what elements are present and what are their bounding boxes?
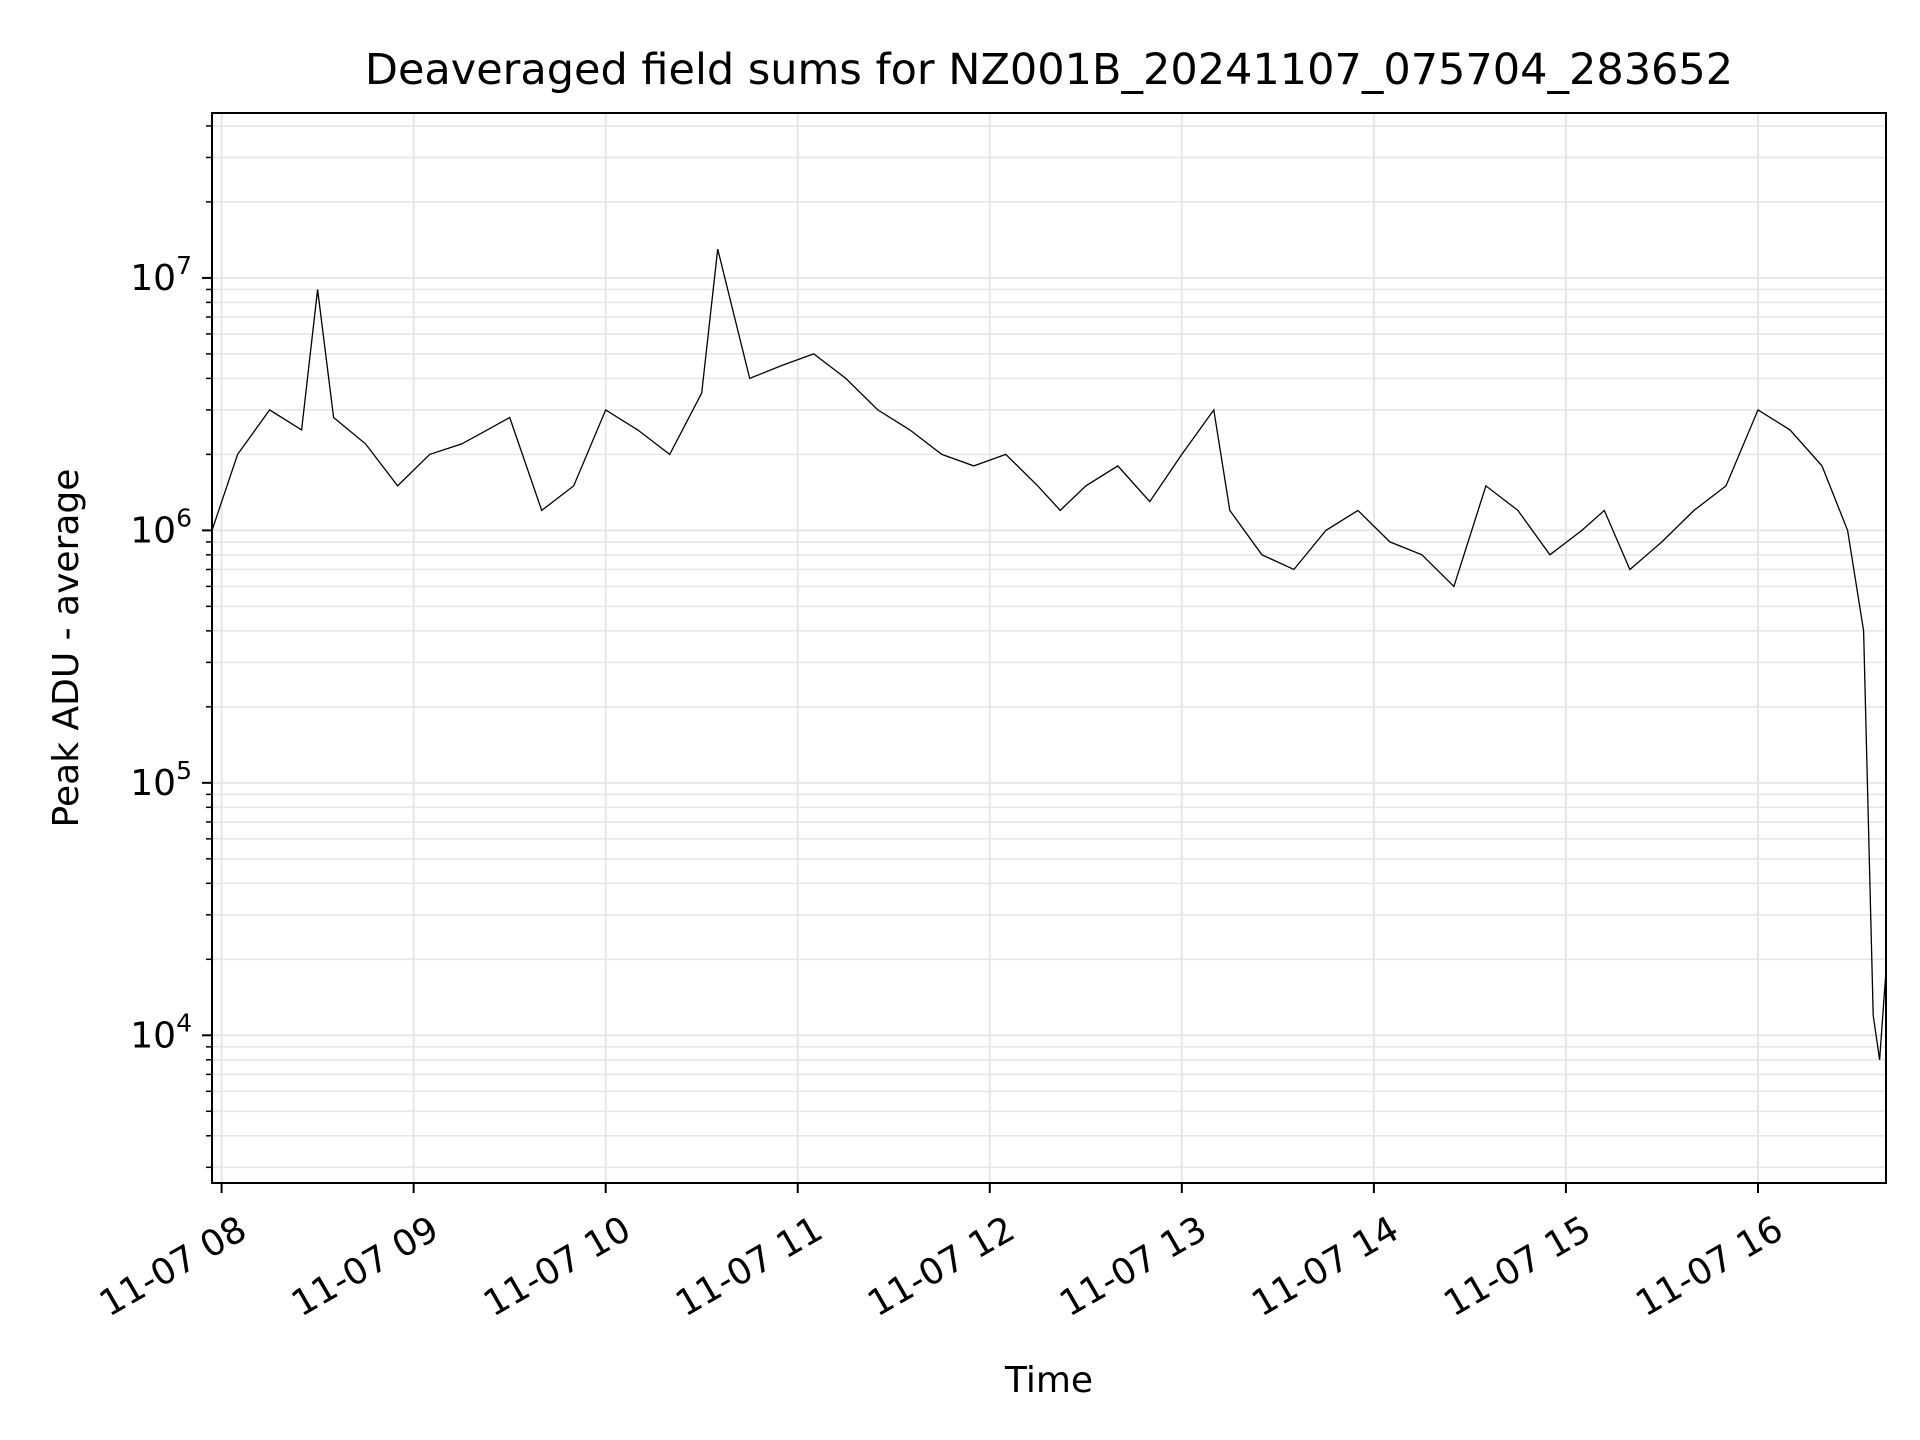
x-tick-label: 11-07 10 [477,1209,638,1325]
y-tick-label: 107 [130,251,192,299]
series-line [211,248,1887,1060]
x-tick-label: 11-07 13 [1053,1209,1214,1325]
x-tick-label: 11-07 16 [1629,1209,1790,1325]
y-tick-label: 106 [130,503,192,551]
grid [212,113,1886,1183]
x-tick-label: 11-07 12 [861,1209,1022,1325]
x-axis-label: Time [1004,1360,1093,1401]
chart-title: Deaveraged field sums for NZ001B_2024110… [365,45,1733,95]
y-tick-label: 104 [130,1008,192,1056]
y-tick-label: 105 [130,756,192,804]
ticks: 11-07 08 11-07 09 11-07 10 11-07 11 11-07 12… [93,125,1790,1325]
x-tick-label: 11-07 11 [669,1209,830,1325]
x-tick-label: 11-07 14 [1245,1209,1406,1325]
x-tick-label: 11-07 15 [1437,1209,1598,1325]
x-tick-label: 11-07 08 [93,1209,254,1325]
series-layer [211,248,1887,1060]
y-axis-label: Peak ADU - average [46,469,87,828]
plot-frame [211,112,1887,1184]
x-tick-label: 11-07 09 [285,1209,446,1325]
